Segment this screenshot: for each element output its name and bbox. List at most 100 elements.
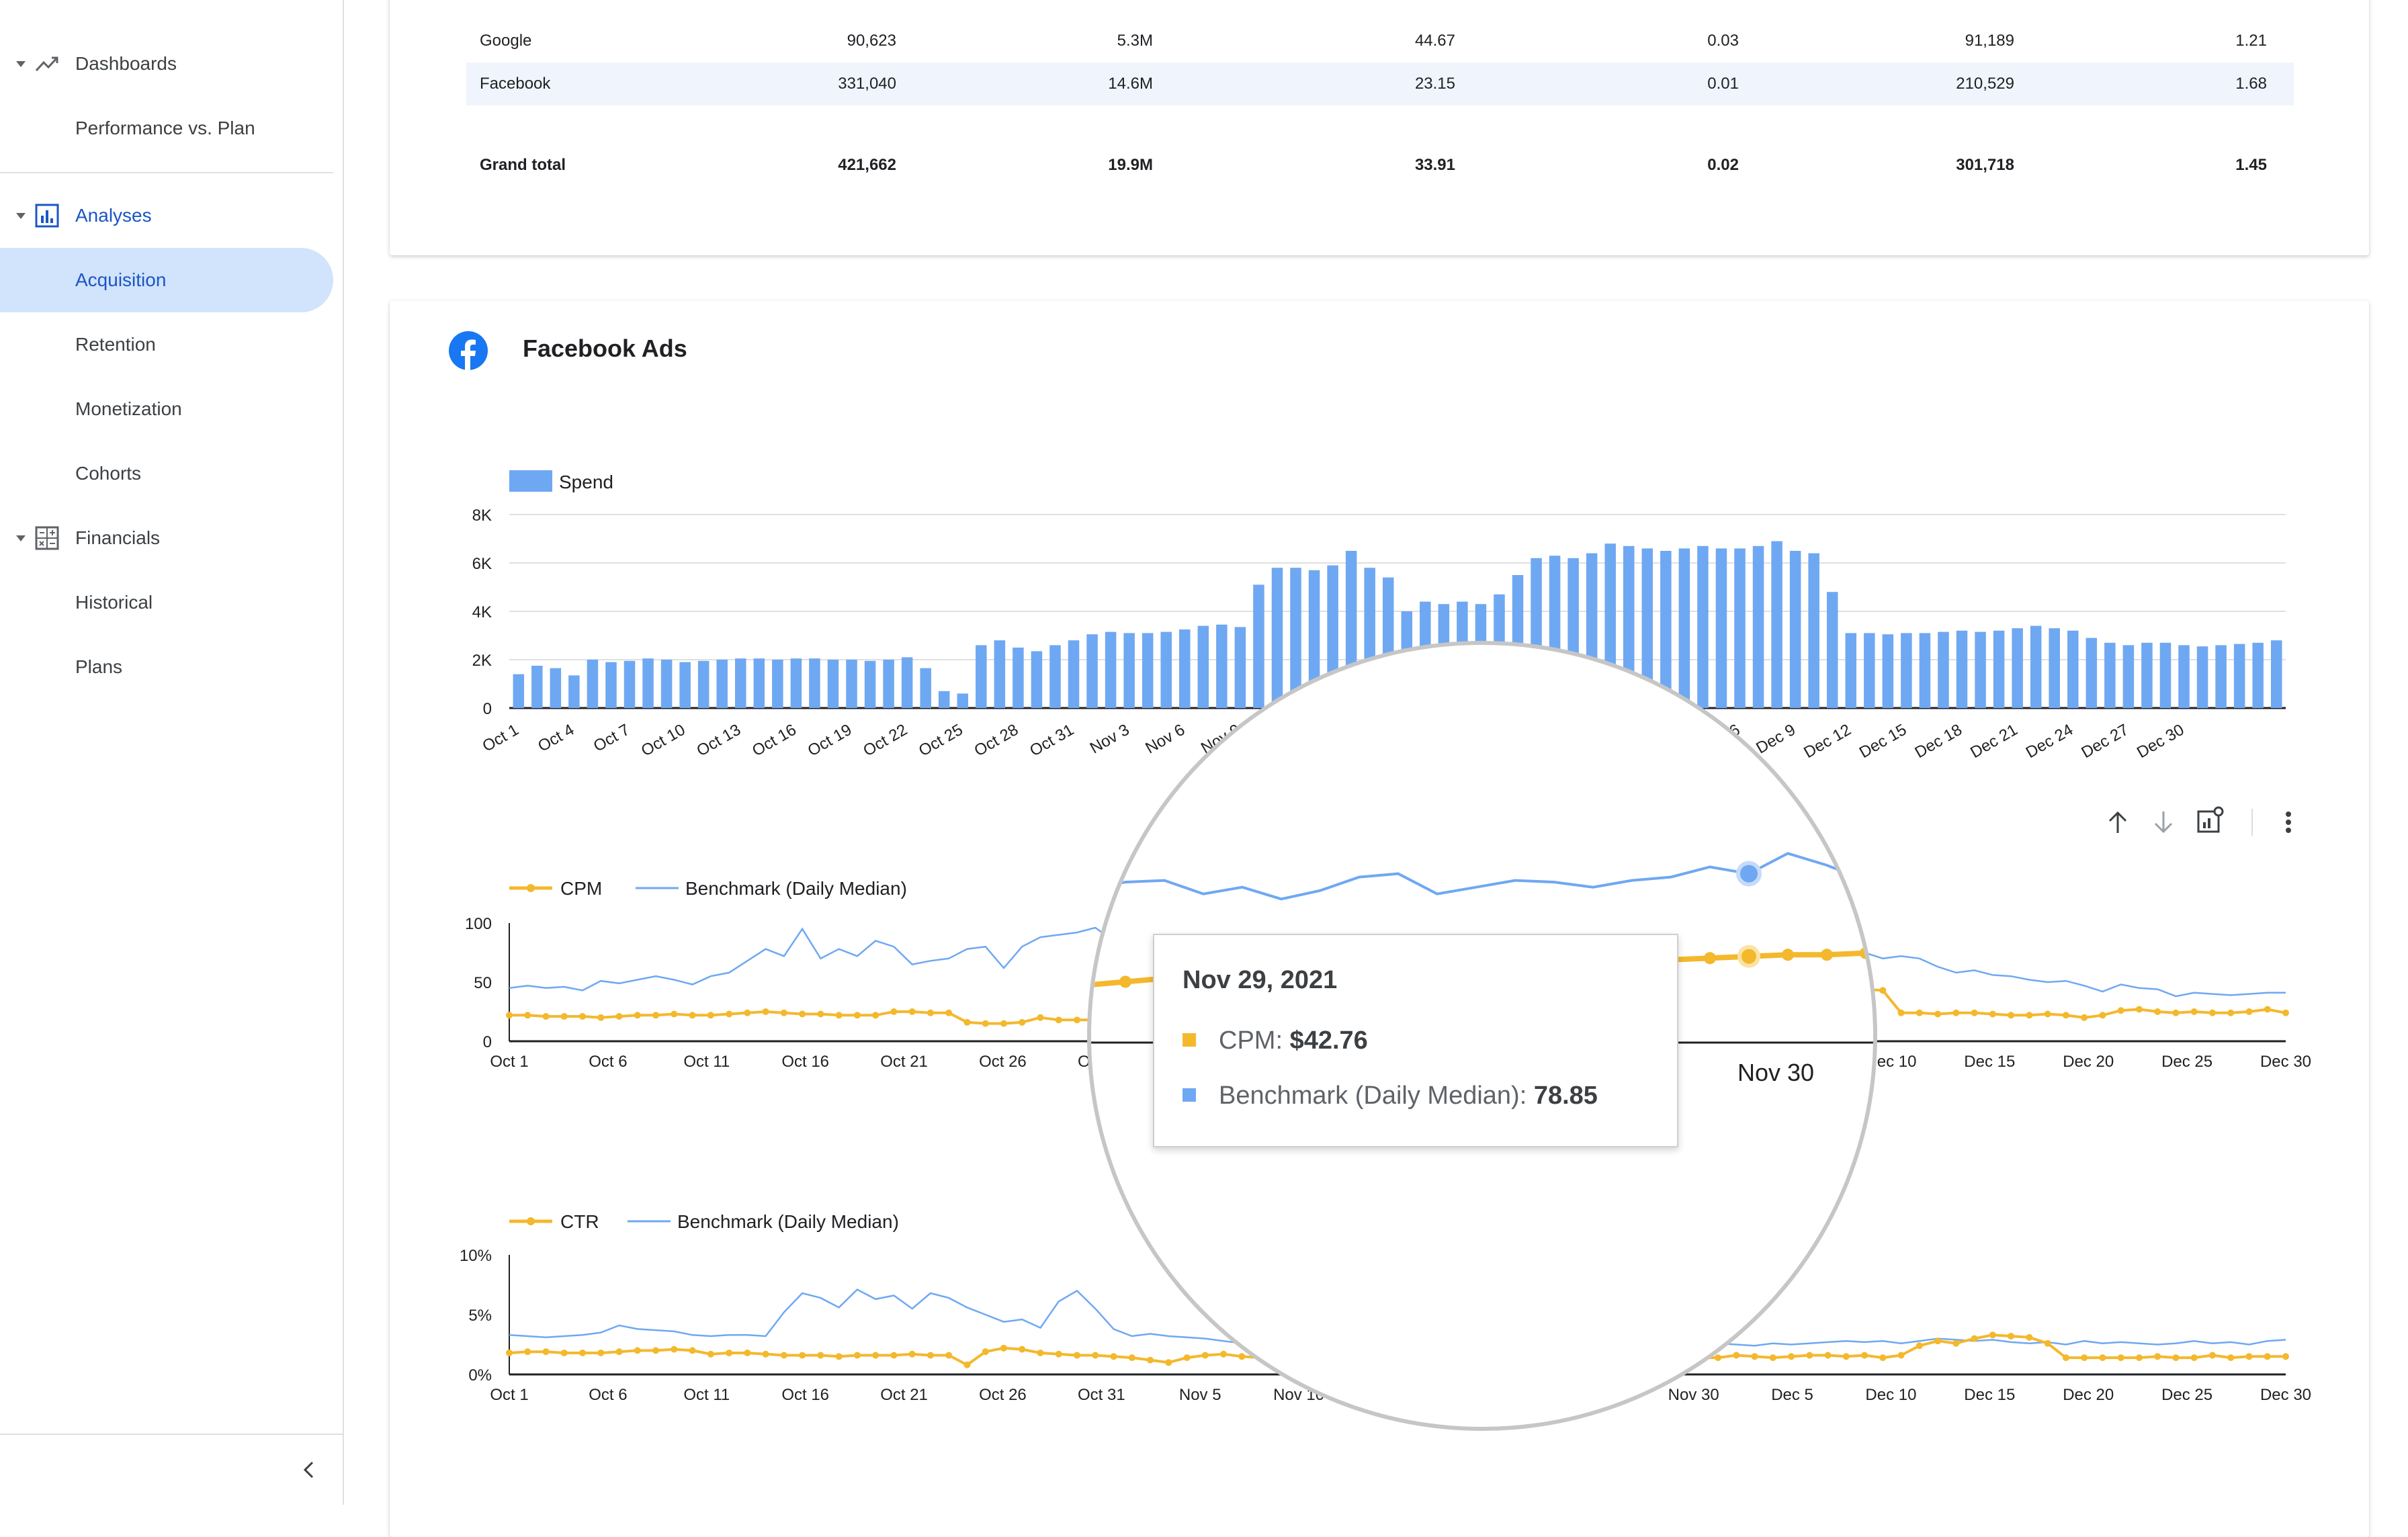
metric-point[interactable] xyxy=(1147,1356,1154,1364)
metric-point[interactable] xyxy=(524,1012,531,1019)
spend-bar[interactable] xyxy=(1678,548,1690,708)
spend-bar[interactable] xyxy=(809,658,820,708)
metric-point[interactable] xyxy=(524,1348,531,1356)
metric-point[interactable] xyxy=(597,1014,605,1021)
metric-point[interactable] xyxy=(634,1012,641,1019)
chevron-down-icon[interactable] xyxy=(16,535,26,541)
spend-bar[interactable] xyxy=(1086,634,1098,708)
metric-point[interactable] xyxy=(1751,1353,1758,1360)
metric-point[interactable] xyxy=(1897,1352,1905,1359)
metric-point[interactable] xyxy=(1037,1014,1044,1021)
spend-bar[interactable] xyxy=(624,660,636,708)
arrow-down-icon[interactable] xyxy=(2154,811,2173,834)
legend-cpm[interactable]: CPM xyxy=(509,878,602,899)
spend-bar[interactable] xyxy=(605,662,617,708)
metric-point[interactable] xyxy=(890,1008,898,1015)
spend-bar[interactable] xyxy=(735,658,746,708)
spend-bar[interactable] xyxy=(901,657,913,708)
spend-bar[interactable] xyxy=(827,660,839,708)
metric-point[interactable] xyxy=(963,1018,971,1026)
metric-point[interactable] xyxy=(890,1352,898,1359)
metric-point[interactable] xyxy=(2172,1009,2180,1016)
metric-point[interactable] xyxy=(2026,1012,2033,1019)
metric-point[interactable] xyxy=(1238,1353,1246,1360)
spend-bar[interactable] xyxy=(957,693,969,708)
spend-bar[interactable] xyxy=(1068,640,1080,708)
metric-point[interactable] xyxy=(1824,1352,1832,1359)
spend-bar[interactable] xyxy=(772,660,783,708)
spend-bar[interactable] xyxy=(2141,642,2153,708)
metric-point[interactable] xyxy=(1055,1350,1062,1358)
metric-point[interactable] xyxy=(963,1361,971,1368)
metric-point[interactable] xyxy=(1971,1335,1978,1342)
metric-point[interactable] xyxy=(744,1009,751,1016)
metric-point[interactable] xyxy=(1000,1020,1007,1027)
spend-bar[interactable] xyxy=(642,658,654,708)
metric-point[interactable] xyxy=(780,1352,787,1359)
spend-bar[interactable] xyxy=(920,668,931,708)
spend-bar[interactable] xyxy=(2252,642,2264,708)
spend-bar[interactable] xyxy=(679,662,691,708)
spend-bar[interactable] xyxy=(864,660,876,708)
metric-point[interactable] xyxy=(1934,1337,1942,1345)
metric-point[interactable] xyxy=(1952,1340,1960,1347)
nav-group-financials[interactable]: Financials xyxy=(0,506,344,570)
spend-bar[interactable] xyxy=(2215,645,2227,708)
metric-point[interactable] xyxy=(2282,1353,2289,1360)
spend-bar[interactable] xyxy=(1197,625,1209,708)
spend-bar[interactable] xyxy=(2104,642,2116,708)
spend-bar[interactable] xyxy=(846,660,857,708)
metric-point[interactable] xyxy=(835,1353,843,1360)
metric-point[interactable] xyxy=(1897,1009,1905,1016)
metric-point[interactable] xyxy=(945,1352,953,1359)
metric-point[interactable] xyxy=(2245,1008,2253,1015)
metric-point[interactable] xyxy=(2135,1354,2143,1362)
metric-point[interactable] xyxy=(908,1008,916,1015)
spend-bar[interactable] xyxy=(697,660,710,708)
metric-point[interactable] xyxy=(579,1349,587,1356)
metric-point[interactable] xyxy=(762,1350,769,1358)
legend-label[interactable]: Spend xyxy=(559,472,613,492)
spend-bar[interactable] xyxy=(994,640,1006,708)
spend-bar[interactable] xyxy=(1901,633,1912,708)
metric-point[interactable] xyxy=(2117,1007,2124,1014)
spend-bar[interactable] xyxy=(1271,568,1283,708)
metric-point[interactable] xyxy=(2264,1353,2271,1360)
metric-point[interactable] xyxy=(2117,1354,2124,1362)
metric-point[interactable] xyxy=(1092,1352,1099,1359)
spend-bar[interactable] xyxy=(2067,630,2079,708)
legend-benchmark[interactable]: Benchmark (Daily Median) xyxy=(628,1211,899,1232)
spend-bar[interactable] xyxy=(1142,633,1154,708)
metric-point[interactable] xyxy=(982,1348,989,1356)
metric-point[interactable] xyxy=(652,1012,660,1019)
metric-point[interactable] xyxy=(2026,1333,2033,1341)
metric-point[interactable] xyxy=(560,1013,568,1020)
spend-bar[interactable] xyxy=(2270,640,2282,708)
metric-point[interactable] xyxy=(2081,1354,2088,1362)
metric-point[interactable] xyxy=(2227,1009,2235,1016)
spend-bar[interactable] xyxy=(716,660,728,708)
spend-bar[interactable] xyxy=(2049,628,2060,708)
spend-bar[interactable] xyxy=(1253,584,1264,708)
metric-point[interactable] xyxy=(744,1349,751,1356)
metric-point[interactable] xyxy=(597,1349,605,1356)
sidebar-item-performance-vs-plan[interactable]: Performance vs. Plan xyxy=(0,96,333,161)
metric-point[interactable] xyxy=(1916,1342,1923,1350)
chart-settings-icon[interactable] xyxy=(2197,806,2224,833)
spend-bar[interactable] xyxy=(1715,548,1727,708)
metric-point[interactable] xyxy=(2172,1354,2180,1362)
spend-bar[interactable] xyxy=(1308,570,1320,708)
sidebar-item-acquisition[interactable]: Acquisition xyxy=(0,248,333,312)
metric-point[interactable] xyxy=(2044,1010,2051,1018)
chevron-down-icon[interactable] xyxy=(16,60,26,67)
spend-bar[interactable] xyxy=(1864,633,1875,708)
spend-bar[interactable] xyxy=(1808,553,1819,708)
metric-point[interactable] xyxy=(1055,1016,1062,1024)
metric-point[interactable] xyxy=(1879,987,1887,994)
metric-point[interactable] xyxy=(2044,1340,2051,1347)
metric-point[interactable] xyxy=(1165,1359,1172,1366)
metric-point[interactable] xyxy=(671,1346,678,1353)
arrow-up-icon[interactable] xyxy=(2108,811,2127,833)
metric-point[interactable] xyxy=(1806,1352,1813,1359)
spend-bar[interactable] xyxy=(1660,551,1672,708)
